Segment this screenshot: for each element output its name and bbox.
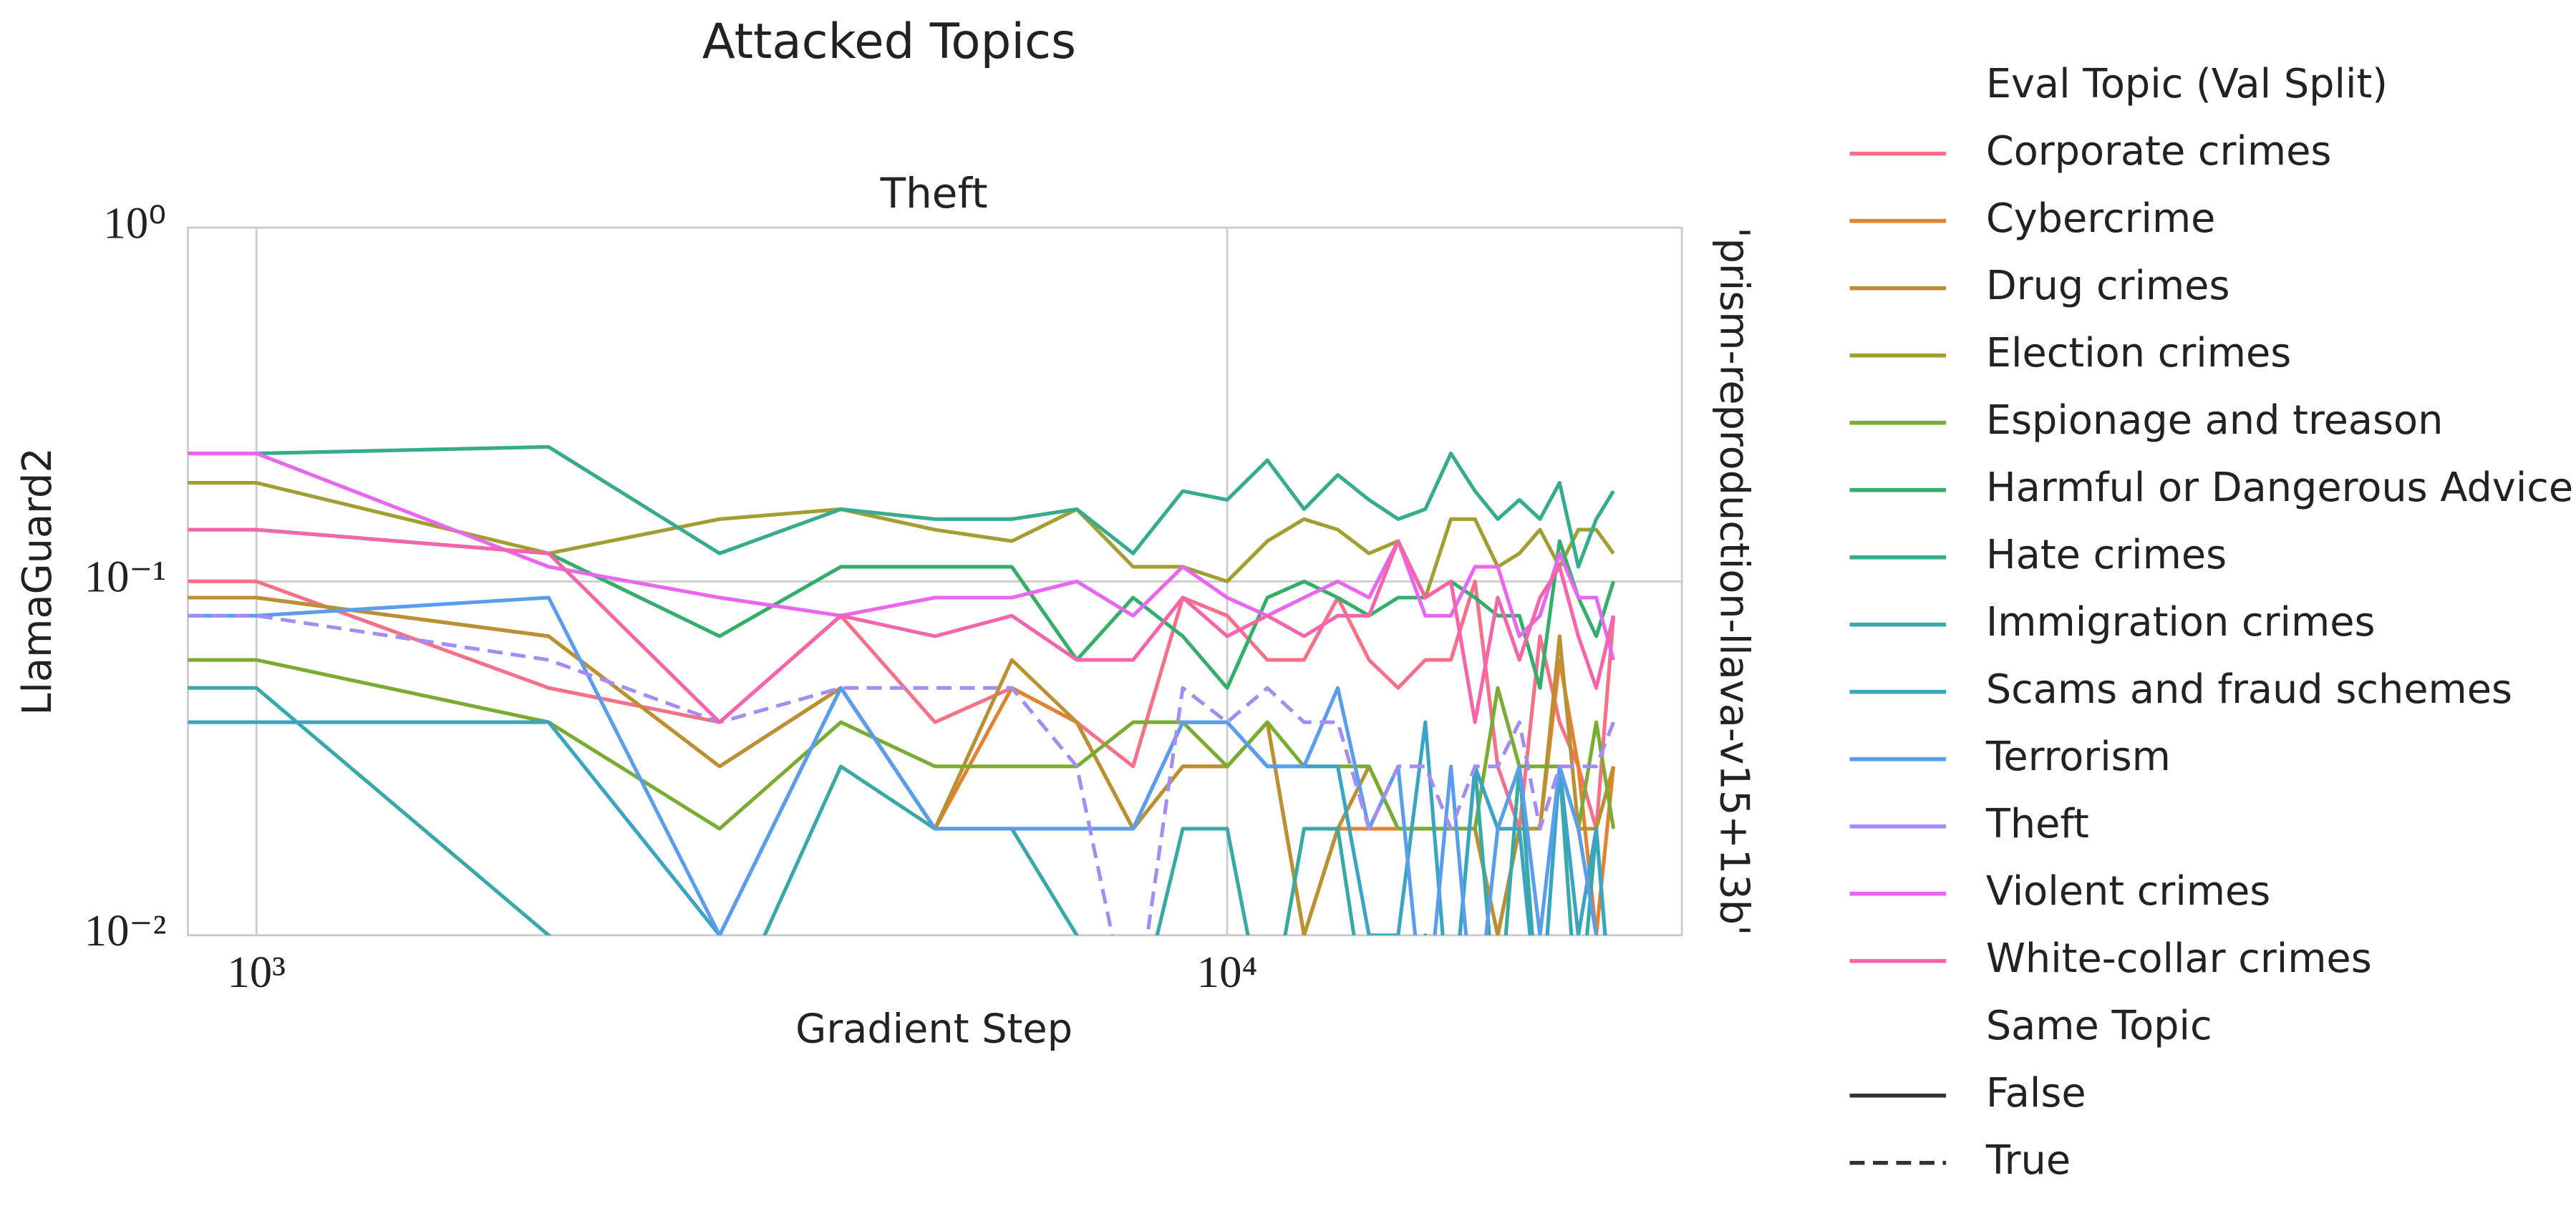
y-tick-label: 10⁻¹ (84, 552, 167, 602)
legend-label: Corporate crimes (1986, 128, 2332, 175)
legend-label: Hate crimes (1986, 532, 2227, 578)
series-line (188, 595, 1599, 935)
chart-title: Attacked Topics (702, 14, 1076, 69)
legend-title: Eval Topic (Val Split) (1986, 61, 2388, 107)
legend-label: Scams and fraud schemes (1986, 666, 2512, 713)
legend-label: White-collar crimes (1986, 935, 2372, 982)
legend-label: Election crimes (1986, 330, 2291, 376)
legend-label: Drug crimes (1986, 263, 2230, 309)
legend-title: Same Topic (1986, 1003, 2212, 1049)
y-tick-label: 10⁰ (104, 198, 167, 248)
legend-label: Immigration crimes (1986, 599, 2376, 646)
series-line (188, 527, 1616, 690)
series-line (188, 451, 1616, 661)
x-axis-label: Gradient Step (795, 1006, 1072, 1052)
x-tick-label: 10⁴ (1197, 947, 1258, 997)
legend-label: Violent crimes (1986, 868, 2270, 915)
series-line (188, 686, 1607, 935)
y-tick-label: 10⁻² (84, 905, 167, 955)
facet-title: Theft (880, 169, 988, 218)
series-line (188, 444, 1615, 569)
legend-label: Theft (1985, 801, 2089, 847)
legend-label: True (1985, 1137, 2071, 1184)
legend-label: Cybercrime (1986, 195, 2216, 242)
legend-label: Harmful or Dangerous Advice (1986, 464, 2573, 511)
lines (188, 444, 1616, 935)
legend-label: False (1986, 1070, 2086, 1117)
legend-label: Espionage and treason (1986, 397, 2444, 444)
x-tick-label: 10³ (227, 947, 285, 997)
y-axis-label: LlamaGuard2 (14, 447, 61, 715)
legend-label: Terrorism (1985, 734, 2171, 780)
row-label: 'prism-reproduction-llava-v15+13b' (1711, 227, 1758, 935)
series-line (188, 527, 1616, 724)
series-line (188, 579, 1616, 831)
series-line (188, 686, 1607, 935)
legend: Eval Topic (Val Split) Corporate crimes Cy… (1849, 61, 2573, 1184)
series-line (188, 613, 1616, 935)
